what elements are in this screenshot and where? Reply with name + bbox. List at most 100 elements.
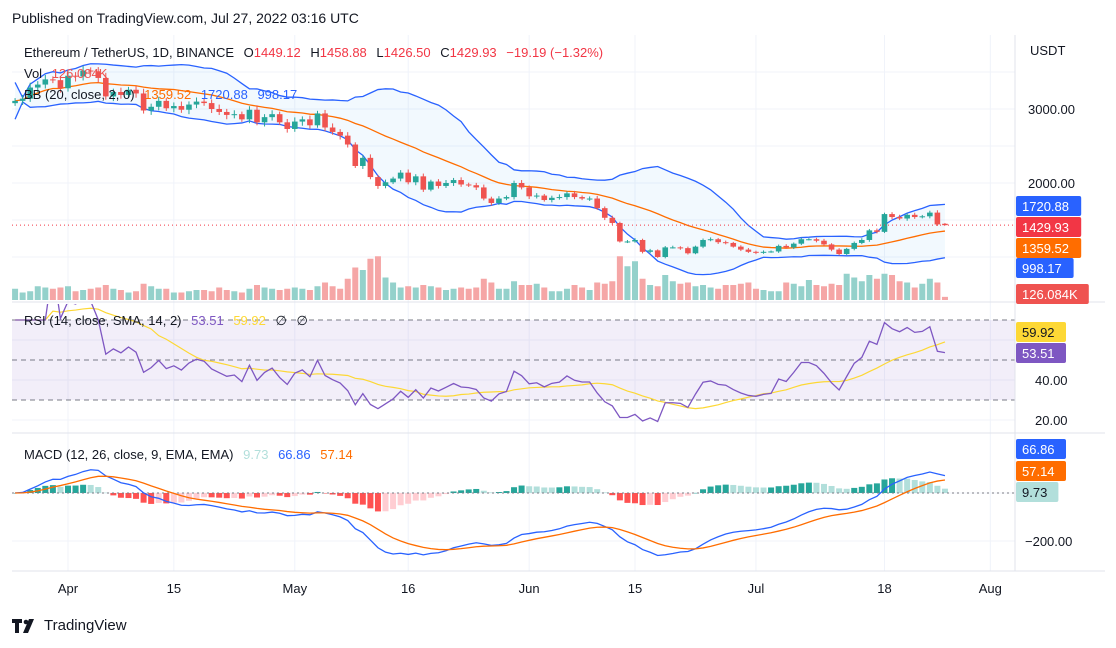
ohlc-low: L1426.50 [376,45,431,60]
candle-body [50,79,56,81]
macd-histogram-bar [140,493,147,503]
rsi-value: 53.51 [191,313,224,328]
macd-histogram-bar [881,479,888,493]
rsi-line [15,304,946,423]
badge-signal-text: 57.14 [1022,464,1055,479]
time-axis[interactable]: Apr 15 May 16 Jun 15 Jul 18 Aug [58,581,1002,596]
candle-body [239,114,245,120]
volume-bar [329,286,336,300]
volume-bar [344,278,351,300]
volume-bar [231,291,238,300]
macd-histogram-bar [148,493,155,504]
badge-volume-text: 126.084K [1022,287,1078,302]
candle-body [526,187,532,197]
macd-signal-line [15,475,946,551]
volume-bar [140,283,147,300]
volume-bar [367,258,374,300]
volume-bar [518,285,525,300]
volume-bar [511,281,518,300]
badge-rsi-ma [1016,322,1066,342]
volume-bar [110,288,117,300]
candle-body [753,251,759,253]
candle-body [344,135,351,145]
price-pane[interactable] [12,63,1015,300]
volume-bar [669,281,676,300]
time-tick: 18 [877,581,891,596]
volume-bar [571,285,578,300]
macd-histogram-bar [548,487,555,493]
volume-bar [352,267,359,300]
volume-bar [80,290,87,300]
volume-bar [397,287,404,300]
macd-histogram-bar [677,493,684,497]
axes[interactable]: USDT 3000.00 2000.00 40.00 20.00 −200.00 [1025,43,1075,549]
candle-body [140,93,147,111]
macd-histogram-bar [374,493,381,512]
volume-bar [624,266,631,300]
rsi-label: RSI (14, close, SMA, 14, 2) [24,313,182,328]
symbol-legend[interactable]: Ethereum / TetherUS, 1D, BINANCE O1449.1… [24,45,609,60]
bb-basis-value: 1359.52 [144,87,192,102]
macd-histogram-bar [337,493,344,496]
macd-histogram-bar [926,482,933,493]
candle-body [866,230,873,240]
candle-body [299,119,306,122]
macd-histogram-bar [420,493,427,501]
volume-bar [684,282,691,300]
candle-body [375,177,381,186]
rsi-legend[interactable]: RSI (14, close, SMA, 14, 2) 53.51 59.92 … [24,313,314,329]
macd-histogram-bar [170,493,177,503]
macd-pane[interactable] [12,469,1015,557]
volume-bar [322,282,329,300]
candle-body [435,181,442,186]
macd-histogram-bar [662,493,669,503]
candle-body [360,157,366,166]
macd-histogram-bar [261,493,268,497]
macd-histogram-bar [178,493,185,503]
macd-histogram-bar [904,478,911,493]
volume-bar [254,285,260,300]
candle-body [911,214,918,218]
bb-legend[interactable]: BB (20, close, 2, 0) 1359.52 1720.88 998… [24,87,303,102]
macd-hist-value: 9.73 [243,447,269,462]
macd-histogram-bar [65,485,71,493]
candle-body [314,113,321,126]
macd-histogram-bar [80,484,87,493]
candle-body [571,193,578,198]
macd-histogram-bar [246,493,253,497]
macd-histogram-bar [715,485,722,493]
candle-body [533,195,540,197]
volume-bar [889,275,896,300]
candle-body [103,77,109,97]
macd-histogram-bar [72,485,79,493]
volume-bar [813,285,820,300]
candle-body [927,212,933,217]
candle-body [148,106,154,111]
tradingview-logo[interactable]: TradingView [12,617,127,634]
volume-bar [170,292,177,300]
candle-body [450,180,457,183]
macd-legend[interactable]: MACD (12, 26, close, 9, EMA, EMA) 9.73 6… [24,447,359,462]
candle-body [34,84,41,88]
macd-histogram-bar [397,493,404,506]
ohlc-open: O1449.12 [243,45,301,60]
volume-bar [851,277,858,300]
candle-body [662,247,669,257]
volume-bar [337,288,344,300]
candle-body [87,70,94,72]
bb-upper-value: 1720.88 [200,87,248,102]
candle-body [934,212,941,225]
currency-label: USDT [1030,43,1065,58]
candle-body [806,239,812,241]
volume-legend[interactable]: Vol 126.084K [24,66,113,81]
candle-body [72,75,79,77]
candle-body [186,104,192,110]
candle-body [292,121,298,129]
candle-body [412,176,419,183]
candle-body [216,109,222,112]
candle-body [284,122,291,129]
candle-body [155,100,162,107]
rsi-pane[interactable] [12,267,1015,423]
rsi-band-fill [12,320,1015,400]
